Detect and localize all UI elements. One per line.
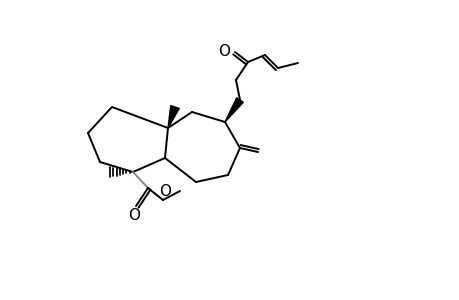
Text: O: O — [159, 184, 171, 200]
Polygon shape — [224, 98, 243, 122]
Text: O: O — [128, 208, 140, 223]
Text: O: O — [218, 44, 230, 59]
Polygon shape — [168, 106, 179, 128]
